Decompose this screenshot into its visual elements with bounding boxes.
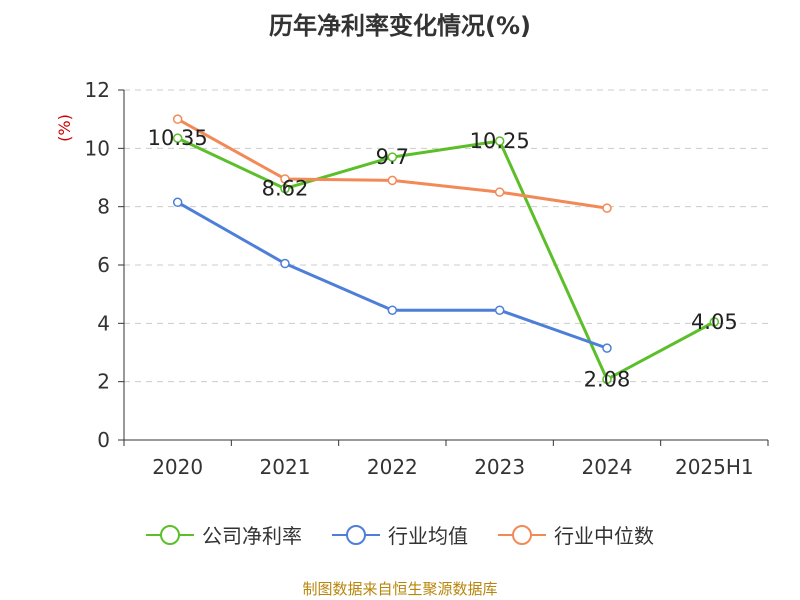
legend-marker-icon bbox=[332, 524, 380, 545]
legend-marker-icon bbox=[498, 524, 546, 545]
series-line bbox=[176, 200, 608, 350]
x-tick-label: 2022 bbox=[367, 455, 418, 479]
data-label: 10.25 bbox=[470, 129, 530, 153]
chart-title: 历年净利率变化情况(%) bbox=[269, 12, 531, 40]
data-label: 8.62 bbox=[262, 177, 309, 201]
data-point bbox=[172, 133, 183, 143]
y-axis-label: (%) bbox=[55, 114, 74, 142]
legend-label: 行业均值 bbox=[388, 524, 468, 548]
legend-circle bbox=[160, 524, 180, 545]
series-line bbox=[177, 136, 716, 381]
data-labels: 10.35 8.62 9.7 10.25 2.08 4.05 bbox=[148, 126, 738, 391]
legend-item[interactable]: 公司净利率 bbox=[146, 520, 302, 549]
y-tick-label: 10 bbox=[85, 136, 110, 160]
legend-label: 公司净利率 bbox=[202, 524, 302, 548]
y-tick-label: 4 bbox=[97, 311, 110, 335]
data-point bbox=[602, 374, 612, 385]
legend-label: 行业中位数 bbox=[554, 524, 654, 548]
y-tick-label: 8 bbox=[97, 195, 110, 219]
source-note: 制图数据来自恒生聚源数据库 bbox=[302, 580, 498, 598]
y-tick-label: 2 bbox=[97, 370, 110, 394]
grid-lines bbox=[124, 89, 768, 383]
x-tick-label: 2024 bbox=[582, 455, 633, 479]
data-point bbox=[494, 187, 505, 197]
legend-marker-icon bbox=[146, 524, 194, 545]
data-point bbox=[494, 305, 505, 315]
data-point bbox=[387, 305, 398, 315]
y-tick-label: 12 bbox=[85, 78, 110, 102]
data-point bbox=[602, 203, 612, 213]
data-point bbox=[172, 197, 183, 208]
series-layer bbox=[172, 114, 720, 385]
x-tick-label: 2020 bbox=[152, 455, 203, 479]
x-tick-label: 2025H1 bbox=[675, 455, 754, 479]
legend-circle bbox=[512, 524, 532, 545]
data-point bbox=[387, 152, 398, 162]
x-tick-label: 2023 bbox=[474, 455, 525, 479]
y-tick-label: 0 bbox=[97, 428, 110, 452]
y-tick-label: 6 bbox=[97, 253, 110, 277]
data-point bbox=[387, 175, 398, 186]
data-label: 9.7 bbox=[376, 145, 409, 169]
x-tick-label: 2021 bbox=[260, 455, 311, 479]
data-label: 4.05 bbox=[691, 310, 738, 334]
legend: 公司净利率 行业均值 行业中位数 bbox=[0, 520, 800, 549]
data-point bbox=[172, 114, 183, 124]
legend-item[interactable]: 行业中位数 bbox=[498, 520, 654, 549]
legend-item[interactable]: 行业均值 bbox=[332, 520, 468, 549]
axes: 0 2 4 6 8 10 12 2020 2021 2022 2023 2024 2025H1 (%) bbox=[55, 78, 769, 479]
data-point bbox=[602, 343, 612, 353]
data-point bbox=[494, 136, 505, 146]
data-point bbox=[280, 258, 290, 269]
data-point bbox=[280, 183, 290, 194]
legend-circle bbox=[346, 524, 366, 545]
data-point bbox=[280, 174, 290, 184]
data-label: 2.08 bbox=[584, 367, 631, 391]
data-label: 10.35 bbox=[148, 126, 208, 150]
data-point bbox=[709, 317, 720, 327]
